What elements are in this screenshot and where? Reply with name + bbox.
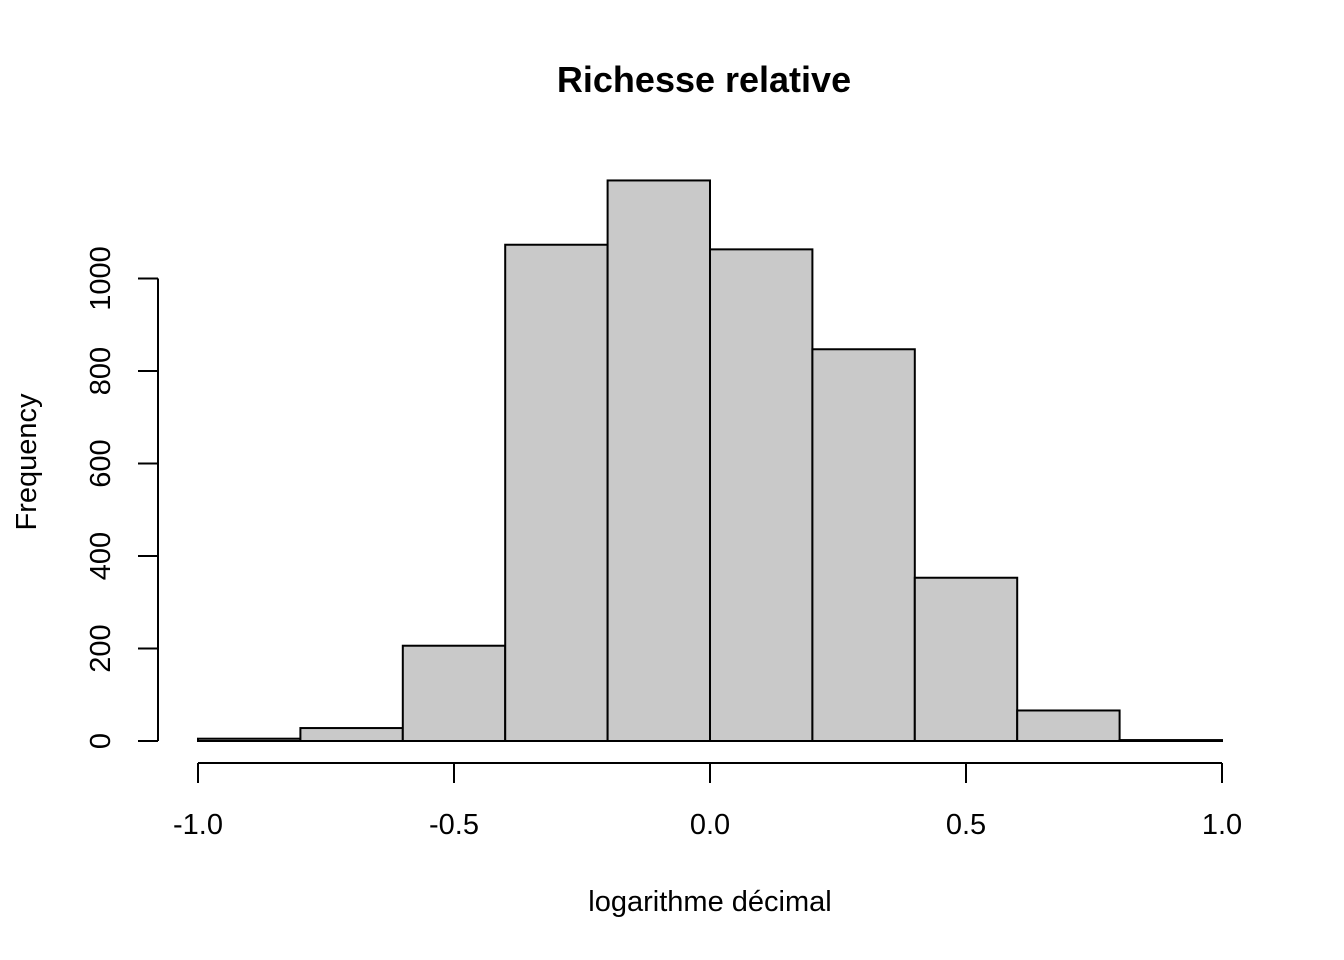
y-axis: 0 200 400 600 800 1000 xyxy=(85,246,159,749)
histogram-bar-3 xyxy=(504,243,609,743)
y-tick-label: 400 xyxy=(85,532,117,580)
histogram-bar-9 xyxy=(1118,739,1223,743)
y-tick-label: 0 xyxy=(85,733,117,749)
x-tick-label: 0.0 xyxy=(690,809,730,841)
bars-layer xyxy=(197,179,1223,743)
chart-title: Richesse relative xyxy=(557,59,851,100)
histogram-bar-4 xyxy=(606,179,711,742)
histogram-bar-0 xyxy=(197,737,302,742)
x-tick-label: -1.0 xyxy=(173,809,223,841)
y-tick-label: 600 xyxy=(85,439,117,487)
histogram-bar-2 xyxy=(401,644,507,742)
y-axis-label: Frequency xyxy=(11,393,43,531)
histogram-bar-6 xyxy=(811,348,916,742)
y-tick-label: 1000 xyxy=(85,246,117,311)
histogram-bar-5 xyxy=(709,248,814,743)
histogram-bar-8 xyxy=(1016,709,1121,742)
y-tick-label: 200 xyxy=(85,624,117,672)
x-axis: -1.0 -0.5 0.0 0.5 1.0 xyxy=(173,762,1242,841)
x-tick-label: 0.5 xyxy=(946,809,986,841)
histogram-bar-7 xyxy=(913,576,1019,742)
histogram-bar-1 xyxy=(299,727,404,742)
x-tick-label: -0.5 xyxy=(429,809,479,841)
x-axis-label: logarithme décimal xyxy=(588,886,831,918)
x-tick-label: 1.0 xyxy=(1202,809,1242,841)
y-tick-label: 800 xyxy=(85,347,117,395)
